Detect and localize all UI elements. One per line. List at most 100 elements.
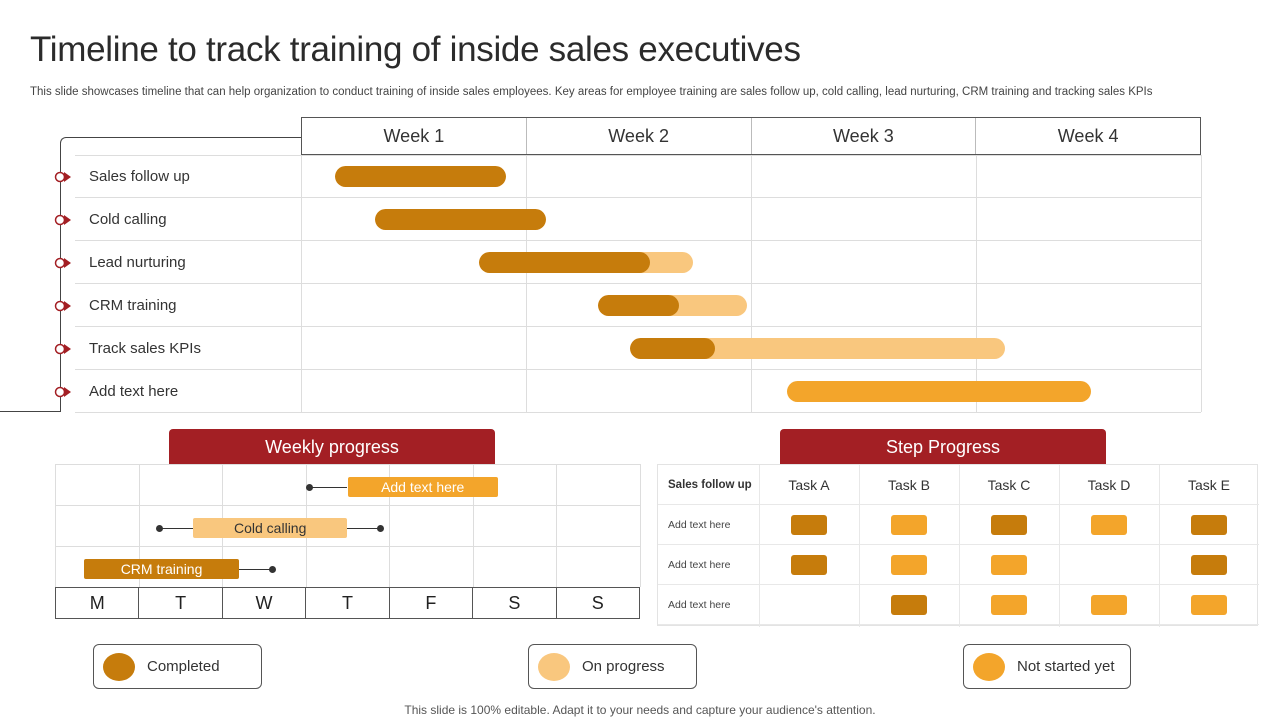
week-header-cell: Week 3 xyxy=(752,118,977,154)
gantt-bar xyxy=(598,295,747,316)
legend-on-progress: On progress xyxy=(528,644,697,689)
timeline-marker-icon xyxy=(54,300,71,312)
footer-note: This slide is 100% editable. Adapt it to… xyxy=(404,703,876,717)
step-status-box xyxy=(1191,515,1227,535)
legend-label: Completed xyxy=(147,658,220,675)
step-table-vertical-line xyxy=(1059,465,1060,627)
gantt-row-label: Sales follow up xyxy=(89,168,190,185)
timeline-marker-icon xyxy=(54,257,71,269)
day-label: M xyxy=(56,588,140,618)
gantt-row-label: CRM training xyxy=(89,296,177,314)
weekly-grid-vertical-line xyxy=(55,464,56,587)
step-status-box xyxy=(991,515,1027,535)
step-status-box xyxy=(991,595,1027,615)
gantt-bar xyxy=(334,166,506,187)
week-header-cell: Week 1 xyxy=(302,118,527,154)
timeline-marker-icon xyxy=(54,171,71,183)
gantt-bar-completed-fill xyxy=(478,252,650,273)
step-status-box xyxy=(791,555,827,575)
gantt-bar xyxy=(478,252,693,273)
legend-swatch-on-progress xyxy=(538,652,570,681)
gantt-bar xyxy=(375,209,547,230)
step-status-box xyxy=(1091,515,1127,535)
page-title: Timeline to track training of inside sal… xyxy=(30,30,801,69)
weekly-grid-vertical-line xyxy=(138,464,140,587)
weekly-connector-dot xyxy=(306,484,314,491)
weekly-grid-vertical-line xyxy=(556,464,558,587)
timeline-marker-icon xyxy=(54,214,71,226)
step-progress-header: Step Progress xyxy=(780,429,1106,465)
step-row-label: Add text here xyxy=(668,599,731,611)
step-task-header: Task D xyxy=(1087,477,1131,493)
day-label: F xyxy=(390,588,474,618)
weekly-progress-header: Weekly progress xyxy=(169,429,495,465)
gantt-row: Add text here xyxy=(75,370,1201,413)
day-label: T xyxy=(139,588,223,618)
legend-swatch-not-started xyxy=(973,652,1005,681)
step-table-vertical-line xyxy=(759,465,760,627)
week-header-cell: Week 4 xyxy=(1057,125,1119,146)
legend-swatch-completed xyxy=(103,652,135,681)
grid-vertical-line xyxy=(1201,155,1202,412)
gantt-bar xyxy=(629,338,1006,359)
step-table-vertical-line xyxy=(1159,465,1160,627)
day-label: W xyxy=(223,588,307,618)
step-task-header: Task C xyxy=(987,477,1031,493)
weekly-grid-vertical-line xyxy=(389,464,391,587)
day-label: S xyxy=(473,588,557,618)
timeline-bracket-tail xyxy=(0,411,61,412)
weekly-grid-row xyxy=(55,464,640,505)
step-task-header: Task E xyxy=(1187,477,1230,493)
gantt-row: Track sales KPIs xyxy=(75,327,1201,370)
step-progress-corner-label: Sales follow up xyxy=(668,479,752,491)
weekly-grid-vertical-line xyxy=(640,464,641,587)
training-gantt-chart: Week 1 Week 2 Week 3 Week 4 Sales follow… xyxy=(0,117,1202,413)
week-header-cell: Week 2 xyxy=(527,118,752,154)
weekly-progress-chart: M T W T F S S Add text here Cold calling C… xyxy=(55,464,641,619)
gantt-bar-completed-fill xyxy=(375,209,547,230)
weekly-connector-line xyxy=(309,487,348,488)
gantt-row-label: Add text here xyxy=(89,382,179,400)
page-subtitle: This slide showcases timeline that can h… xyxy=(30,86,1153,98)
weekly-progress-bar: Cold calling xyxy=(192,518,348,538)
weekly-connector-dot xyxy=(268,566,276,573)
weekly-grid-vertical-line xyxy=(472,464,474,587)
timeline-marker-icon xyxy=(54,343,71,355)
gantt-bar xyxy=(787,381,1091,402)
gantt-bar-completed-fill xyxy=(598,295,679,316)
step-progress-table: Sales follow up Task A Task B Task C Task D… xyxy=(657,464,1259,627)
step-table-row xyxy=(658,465,1259,505)
weekly-connector-dot xyxy=(155,525,163,532)
step-status-box xyxy=(791,515,827,535)
step-status-box xyxy=(891,515,927,535)
timeline-bracket xyxy=(60,137,301,412)
weekly-progress-bar: Add text here xyxy=(347,477,498,497)
step-status-box xyxy=(1191,595,1227,615)
gantt-row: Cold calling xyxy=(75,198,1201,241)
gantt-row-label: Cold calling xyxy=(89,210,167,228)
weekly-connector-line xyxy=(238,569,273,570)
gantt-bar-completed-fill xyxy=(629,338,715,359)
week-header: Week 1 Week 2 Week 3 Week 4 xyxy=(301,117,1201,155)
gantt-row-label: Lead nurturing xyxy=(89,253,186,271)
legend-completed: Completed xyxy=(93,644,262,689)
step-status-box xyxy=(1091,595,1127,615)
day-label: T xyxy=(306,588,390,618)
step-table-row xyxy=(658,585,1259,625)
legend-label: Not started yet xyxy=(1017,658,1115,675)
step-task-header: Task B xyxy=(887,477,930,493)
legend-label: On progress xyxy=(582,658,665,675)
timeline-marker-icon xyxy=(54,386,71,398)
step-table-row xyxy=(658,505,1259,545)
step-row-label: Add text here xyxy=(668,519,731,531)
step-row-label: Add text here xyxy=(668,559,731,571)
step-status-box xyxy=(891,595,927,615)
gantt-row-label: Track sales KPIs xyxy=(89,339,201,357)
gantt-row: Sales follow up xyxy=(75,155,1201,198)
step-table-row xyxy=(658,545,1259,585)
day-label: S xyxy=(591,592,604,613)
step-table-vertical-line xyxy=(859,465,860,627)
weekly-progress-bar: CRM training xyxy=(84,559,239,579)
step-task-header: Task A xyxy=(788,477,830,493)
step-table-vertical-line xyxy=(959,465,960,627)
